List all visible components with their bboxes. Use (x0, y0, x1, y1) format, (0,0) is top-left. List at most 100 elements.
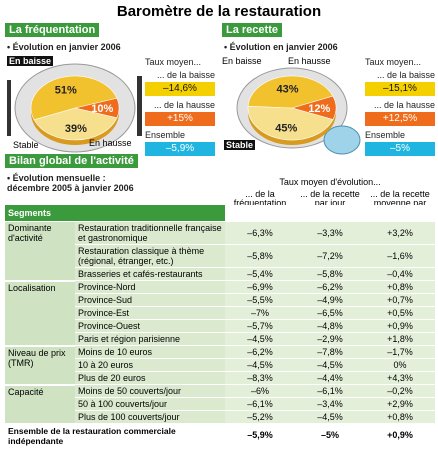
table-row: Segments (5, 205, 435, 222)
value-cell: –4,8% (295, 319, 365, 333)
segment-cell: Restauration classique à thème (régional… (75, 244, 225, 268)
value-cell: –6,5% (295, 306, 365, 320)
value-cell: –1,7% (365, 345, 435, 359)
category-label: En baisse (222, 56, 262, 66)
value-cell: –6,2% (225, 345, 295, 359)
value-cell: –4,4% (295, 371, 365, 385)
value-cell: +0,8% (365, 280, 435, 294)
slice-label: 10% (91, 103, 113, 115)
pie-slice (247, 105, 334, 141)
slice-label: 45% (275, 122, 297, 134)
segment-cell: 10 à 20 euros (75, 358, 225, 372)
value-cell: –0,4% (365, 267, 435, 281)
group-name: Capacité (5, 384, 75, 425)
total-label: Ensemble de la restauration commerciale … (5, 423, 225, 448)
rate-value: –5,9% (145, 142, 215, 156)
table: Segments Dominante d'activité Restauration… (5, 205, 435, 448)
value-cell: –7,8% (295, 345, 365, 359)
rate-label: ... de la hausse (153, 100, 215, 110)
column-header: Segments (5, 205, 225, 222)
slice-label: 12% (308, 103, 330, 115)
category-label: Stable (224, 140, 256, 150)
segment-cell: Moins de 10 euros (75, 345, 225, 359)
total-value: +0,9% (365, 423, 435, 448)
table-row: Province-Est –7% –6,5% +0,5% (5, 306, 435, 320)
category-label: En hausse (89, 138, 132, 148)
section-tag: La fréquentation (5, 23, 100, 37)
slice-label: 51% (55, 84, 77, 96)
segment-cell: Brasseries et cafés-restaurants (75, 267, 225, 281)
table-row: Dominante d'activité Restauration traditi… (5, 221, 435, 282)
value-cell: –6% (225, 384, 295, 398)
value-cell: –7,2% (295, 244, 365, 268)
category-label: En baisse (7, 56, 54, 66)
segment-cell: Plus de 20 euros (75, 371, 225, 385)
knife (137, 76, 142, 136)
table-row: 10 à 20 euros –4,5% –4,5% 0% (5, 358, 435, 372)
value-cell: –4,9% (295, 293, 365, 307)
value-cell: –4,5% (295, 358, 365, 372)
table-row: Localisation Province-Nord –6,9% –6,2% +0,8% (5, 280, 435, 347)
value-cell: +0,8% (365, 410, 435, 424)
table-row: Restauration classique à thème (régional… (5, 244, 435, 268)
fork (7, 80, 11, 136)
table-row: Province-Ouest –5,7% –4,8% +0,9% (5, 319, 435, 333)
value-cell: –8,3% (225, 371, 295, 385)
value-cell: +4,3% (365, 371, 435, 385)
value-cell: –5,5% (225, 293, 295, 307)
pie-slice (247, 75, 334, 109)
subtitle: • Évolution en janvier 2006 (224, 42, 338, 52)
table-row: Plus de 20 euros –8,3% –4,4% +4,3% (5, 371, 435, 385)
segment-cell: Restauration traditionnelle française et… (75, 221, 225, 245)
section-tag: La recette (222, 23, 282, 37)
table-row: Brasseries et cafés-restaurants –5,4% –5,8… (5, 267, 435, 281)
value-cell: –6,1% (225, 397, 295, 411)
table-row: Ensemble de la restauration commerciale … (5, 423, 435, 448)
pie-chart: 10% 39% 51% (7, 63, 142, 153)
segment-cell: Province-Ouest (75, 319, 225, 333)
value-cell: –4,5% (225, 332, 295, 346)
value-cell: –1,6% (365, 244, 435, 268)
rate-value: +15% (145, 112, 215, 126)
table-row: Paris et région parisienne –4,5% –2,9% +1,8… (5, 332, 435, 346)
segment-cell: Province-Nord (75, 280, 225, 294)
value-cell: +0,5% (365, 306, 435, 320)
rate-label: Ensemble (145, 130, 186, 140)
rate-heading: Taux moyen... (365, 57, 422, 67)
value-cell: +0,9% (365, 319, 435, 333)
rate-value: –15,1% (365, 82, 435, 96)
header-cell (225, 205, 295, 222)
value-cell: –6,3% (225, 221, 295, 245)
value-cell: +3,2% (365, 221, 435, 245)
table-row: 50 à 100 couverts/jour –6,1% –3,4% +2,9% (5, 397, 435, 411)
segment-cell: Moins de 50 couverts/jour (75, 384, 225, 398)
value-cell: –2,9% (295, 332, 365, 346)
column-header: ... de la recette par jour (300, 189, 360, 208)
value-cell: –3,3% (295, 221, 365, 245)
value-cell: –6,9% (225, 280, 295, 294)
rate-value: +12,5% (365, 112, 435, 126)
value-cell: +2,9% (365, 397, 435, 411)
rate-label: ... de la baisse (376, 70, 435, 80)
rate-heading: Taux moyen... (145, 57, 202, 67)
category-label: En hausse (288, 56, 331, 66)
table-row: Niveau de prix (TMR) Moins de 10 euros –6,… (5, 345, 435, 386)
value-cell: –4,5% (225, 358, 295, 372)
value-cell: +0,7% (365, 293, 435, 307)
segment-cell: Province-Sud (75, 293, 225, 307)
value-cell: –3,4% (295, 397, 365, 411)
rate-label: Ensemble (365, 130, 406, 140)
rate-label: ... de la baisse (156, 70, 215, 80)
subtitle: décembre 2005 à janvier 2006 (7, 183, 134, 193)
group-name: Niveau de prix (TMR) (5, 345, 75, 386)
value-cell: –5,8% (295, 267, 365, 281)
subtitle: • Évolution mensuelle : (7, 173, 106, 183)
segment-cell: 50 à 100 couverts/jour (75, 397, 225, 411)
segment-cell: Plus de 100 couverts/jour (75, 410, 225, 424)
slice-label: 43% (277, 83, 299, 95)
total-value: –5% (295, 423, 365, 448)
section-tag: Bilan global de l'activité (5, 154, 138, 168)
value-cell: –6,1% (295, 384, 365, 398)
value-cell: –7% (225, 306, 295, 320)
header-cell (295, 205, 365, 222)
